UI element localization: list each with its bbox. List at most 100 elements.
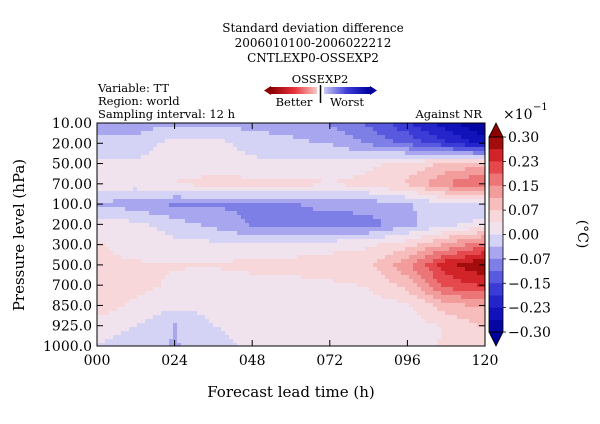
heatmap-cell — [205, 283, 210, 288]
heatmap-cell — [421, 187, 426, 192]
heatmap-cell — [345, 155, 350, 160]
heatmap-cell — [273, 127, 278, 132]
heatmap-cell — [289, 323, 294, 328]
heatmap-cell — [397, 255, 402, 260]
heatmap-cell — [249, 175, 254, 180]
heatmap-cell — [141, 251, 146, 256]
heatmap-cell — [129, 123, 134, 128]
heatmap-cell — [365, 155, 370, 160]
heatmap-cell — [389, 135, 394, 140]
heatmap-cell — [109, 299, 114, 304]
heatmap-cell — [213, 139, 218, 144]
heatmap-cell — [129, 303, 134, 308]
heatmap-cell — [321, 179, 326, 184]
heatmap-cell — [233, 291, 238, 296]
heatmap-cell — [457, 291, 462, 296]
heatmap-cell — [349, 159, 354, 164]
heatmap-cell — [177, 123, 182, 128]
heatmap-cell — [201, 215, 206, 220]
heatmap-cell — [241, 231, 246, 236]
heatmap-cell — [177, 207, 182, 212]
heatmap-cell — [157, 159, 162, 164]
heatmap-cell — [285, 151, 290, 156]
heatmap-cell — [333, 251, 338, 256]
heatmap-cell — [101, 211, 106, 216]
heatmap-cell — [405, 283, 410, 288]
heatmap-cell — [449, 231, 454, 236]
heatmap-cell — [481, 183, 485, 188]
heatmap-cell — [149, 191, 154, 196]
heatmap-cell — [325, 259, 330, 264]
heatmap-cell — [185, 219, 190, 224]
heatmap-cell — [413, 131, 418, 136]
heatmap-cell — [481, 223, 485, 228]
heatmap-cell — [205, 243, 210, 248]
heatmap-cell — [205, 263, 210, 268]
heatmap-cell — [417, 243, 422, 248]
heatmap-cell — [193, 151, 198, 156]
heatmap-cell — [197, 151, 202, 156]
heatmap-cell — [413, 263, 418, 268]
heatmap-cell — [341, 275, 346, 280]
heatmap-cell — [281, 279, 286, 284]
heatmap-cell — [97, 231, 102, 236]
heatmap-cell — [265, 123, 270, 128]
heatmap-cell — [245, 175, 250, 180]
heatmap-cell — [281, 239, 286, 244]
heatmap-cell — [249, 147, 254, 152]
heatmap-cell — [137, 287, 142, 292]
heatmap-cell — [473, 167, 478, 172]
heatmap-cell — [353, 243, 358, 248]
heatmap-cell — [189, 183, 194, 188]
heatmap-cell — [253, 191, 258, 196]
heatmap-cell — [373, 183, 378, 188]
heatmap-cell — [229, 191, 234, 196]
heatmap-cell — [381, 275, 386, 280]
heatmap-cell — [425, 151, 430, 156]
heatmap-cell — [401, 211, 406, 216]
heatmap-cell — [317, 139, 322, 144]
heatmap-cell — [149, 167, 154, 172]
heatmap-cell — [301, 311, 306, 316]
heatmap-cell — [209, 123, 214, 128]
heatmap-cell — [373, 207, 378, 212]
heatmap-cell — [269, 259, 274, 264]
heatmap-cell — [469, 151, 474, 156]
heatmap-cell — [313, 235, 318, 240]
heatmap-cell — [153, 319, 158, 324]
heatmap-cell — [249, 307, 254, 312]
heatmap-cell — [425, 287, 430, 292]
heatmap-cell — [129, 127, 134, 132]
heatmap-cell — [217, 203, 222, 208]
heatmap-cell — [173, 227, 178, 232]
heatmap-cell — [213, 323, 218, 328]
heatmap-cell — [369, 171, 374, 176]
heatmap-cell — [313, 275, 318, 280]
heatmap-cell — [321, 171, 326, 176]
heatmap-cell — [337, 195, 342, 200]
heatmap-cell — [373, 155, 378, 160]
heatmap-cell — [117, 207, 122, 212]
heatmap-cell — [145, 179, 150, 184]
heatmap-cell — [481, 287, 485, 292]
heatmap-cell — [217, 219, 222, 224]
heatmap-cell — [437, 203, 442, 208]
heatmap-cell — [133, 171, 138, 176]
heatmap-cell — [473, 319, 478, 324]
heatmap-cell — [305, 199, 310, 204]
heatmap-cell — [325, 215, 330, 220]
heatmap-cell — [317, 263, 322, 268]
heatmap-cell — [217, 239, 222, 244]
heatmap-cell — [321, 315, 326, 320]
heatmap-cell — [297, 139, 302, 144]
heatmap-cell — [141, 255, 146, 260]
heatmap-cell — [105, 323, 110, 328]
heatmap-cell — [289, 199, 294, 204]
heatmap-cell — [409, 243, 414, 248]
heatmap-cell — [237, 291, 242, 296]
heatmap-cell — [153, 275, 158, 280]
heatmap-cell — [265, 191, 270, 196]
heatmap-cell — [297, 155, 302, 160]
heatmap-cell — [233, 267, 238, 272]
heatmap-cell — [221, 327, 226, 332]
